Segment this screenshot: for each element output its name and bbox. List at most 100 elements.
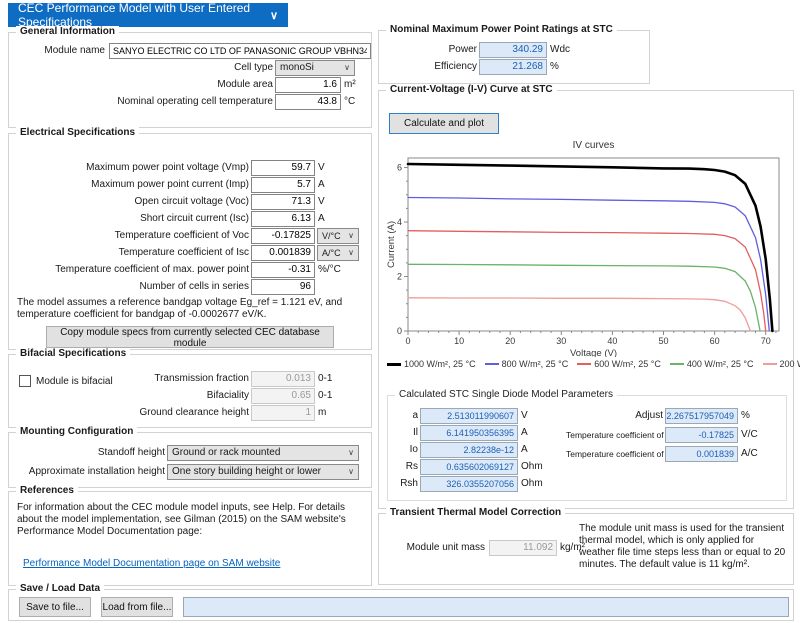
general-information-title: General Information [16,26,119,37]
efficiency-label: Efficiency [385,61,477,72]
tc-voc-unit-value: V/°C [322,231,344,241]
module-is-bifacial-checkbox[interactable] [19,375,31,387]
svg-text:IV curves: IV curves [573,140,615,151]
vmp-unit: V [318,162,325,173]
chevron-down-icon: ∨ [344,63,350,72]
imp-input[interactable] [251,177,315,193]
transient-thermal-title: Transient Thermal Model Correction [386,507,565,518]
diode-tc-voc-unit: V/C [741,429,758,440]
vmp-label: Maximum power point voltage (Vmp) [15,162,249,173]
svg-text:0: 0 [397,326,402,336]
standoff-height-dropdown[interactable]: Ground or rack mounted ∨ [167,445,359,461]
tc-voc-unit-dropdown[interactable]: V/°C∨ [317,228,359,244]
mounting-configuration-group: Mounting Configuration Standoff height G… [8,432,372,488]
bandgap-note: The model assumes a reference bandgap vo… [9,297,367,321]
nominal-ratings-title: Nominal Maximum Power Point Ratings at S… [386,24,617,35]
references-title: References [16,485,78,496]
iv-curve-group: Current-Voltage (I-V) Curve at STC Calcu… [378,90,794,509]
general-information-group: General Information Module name Cell typ… [8,32,372,128]
param-a-unit: V [521,410,528,421]
svg-text:20: 20 [505,336,515,346]
module-name-input[interactable] [109,43,371,59]
param-rs-label: Rs [394,461,418,472]
n-cells-input[interactable] [251,279,315,295]
transmission-fraction-unit: 0-1 [318,373,332,384]
calculate-and-plot-button[interactable]: Calculate and plot [389,113,499,134]
cell-type-row: Cell type monoSi ∨ [9,60,371,75]
noct-label: Nominal operating cell temperature [15,96,273,107]
tc-isc-input[interactable] [251,245,315,261]
nominal-ratings-group: Nominal Maximum Power Point Ratings at S… [378,30,650,84]
tc-pmp-label: Temperature coefficient of max. power po… [15,264,249,275]
adjust-label: Adjust [566,410,663,421]
module-area-row: Module area m² [9,77,371,92]
diode-tc-isc-field: 0.001839 [665,446,738,462]
isc-input[interactable] [251,211,315,227]
param-rsh-unit: Ohm [521,478,543,489]
save-load-path-field [183,597,789,617]
legend-swatch [763,363,777,365]
diode-tc-isc-label: Temperature coefficient of Isc [566,449,663,459]
legend-swatch [670,363,684,365]
tc-isc-label: Temperature coefficient of Isc [15,247,249,258]
param-io-field: 2.82238e-12 [420,442,518,458]
installation-height-value: One story building height or lower [172,466,344,477]
module-is-bifacial-label: Module is bifacial [36,376,113,387]
param-io-unit: A [521,444,528,455]
svg-text:50: 50 [659,336,669,346]
save-to-file-button[interactable]: Save to file... [19,597,91,617]
transient-thermal-group: Transient Thermal Model Correction Modul… [378,513,794,585]
module-area-input[interactable] [275,77,341,93]
voc-input[interactable] [251,194,315,210]
cell-type-label: Cell type [15,62,273,73]
bifaciality-label: Bifaciality [15,390,249,401]
chevron-down-icon: ∨ [270,9,278,22]
param-il-label: Il [394,427,418,438]
noct-input[interactable] [275,94,341,110]
module-name-label: Module name [15,45,105,56]
chevron-down-icon: ∨ [348,448,354,457]
installation-height-label: Approximate installation height [15,466,165,477]
documentation-link[interactable]: Performance Model Documentation page on … [23,558,280,569]
legend-item: 1000 W/m², 25 °C [387,359,476,369]
bifaciality-field: 0.65 [251,388,315,404]
param-il-unit: A [521,427,528,438]
performance-model-selector[interactable]: CEC Performance Model with User Entered … [8,3,288,27]
legend-label: 400 W/m², 25 °C [687,359,754,369]
legend-label: 1000 W/m², 25 °C [404,359,476,369]
electrical-specifications-title: Electrical Specifications [16,127,139,138]
svg-text:2: 2 [397,272,402,282]
legend-swatch [485,363,499,365]
efficiency-unit: % [550,61,559,72]
vmp-input[interactable] [251,160,315,176]
legend-item: 600 W/m², 25 °C [577,359,661,369]
cell-type-dropdown[interactable]: monoSi ∨ [275,60,355,76]
tc-voc-input[interactable] [251,228,315,244]
param-rs-unit: Ohm [521,461,543,472]
module-unit-mass-field: 11.092 [489,540,557,556]
standoff-height-label: Standoff height [15,447,165,458]
svg-text:40: 40 [607,336,617,346]
ground-clearance-unit: m [318,407,326,418]
transient-note: The module unit mass is used for the tra… [579,523,787,571]
chevron-down-icon: ∨ [348,248,354,257]
diode-tc-voc-label: Temperature coefficient of Voc [566,430,663,440]
bifacial-specifications-group: Bifacial Specifications Module is bifaci… [8,354,372,428]
tc-voc-label: Temperature coefficient of Voc [15,230,249,241]
param-a-field: 2.513011990607 [420,408,518,424]
legend-label: 200 W/m², 25 °C [780,359,800,369]
svg-text:70: 70 [761,336,771,346]
tc-isc-unit-dropdown[interactable]: A/°C∨ [317,245,359,261]
load-from-file-button[interactable]: Load from file... [101,597,173,617]
module-name-row: Module name [9,43,371,58]
diode-parameters-group: Calculated STC Single Diode Model Parame… [387,395,787,501]
chevron-down-icon: ∨ [348,467,354,476]
installation-height-dropdown[interactable]: One story building height or lower ∨ [167,464,359,480]
cell-type-value: monoSi [280,62,340,73]
save-load-data-title: Save / Load Data [16,583,104,594]
svg-text:0: 0 [405,336,410,346]
copy-module-specs-button[interactable]: Copy module specs from currently selecte… [46,326,334,348]
param-rsh-field: 326.0355207056 [420,476,518,492]
chart-legend: 1000 W/m², 25 °C800 W/m², 25 °C600 W/m²,… [387,359,787,369]
tc-pmp-input[interactable] [251,262,315,278]
